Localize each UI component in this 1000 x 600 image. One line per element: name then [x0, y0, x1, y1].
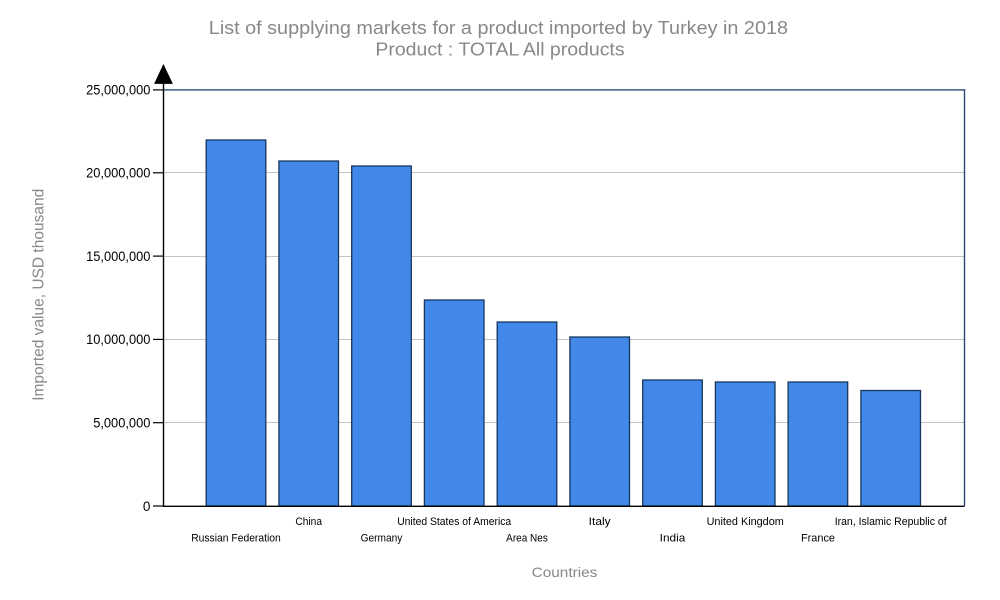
- svg-text:10,000,000: 10,000,000: [86, 332, 150, 347]
- svg-text:Imported value, USD thousand: Imported value, USD thousand: [31, 189, 48, 401]
- svg-text:15,000,000: 15,000,000: [86, 249, 150, 264]
- svg-text:Russian Federation: Russian Federation: [191, 533, 281, 545]
- svg-text:United Kingdom: United Kingdom: [707, 516, 784, 528]
- svg-text:25,000,000: 25,000,000: [86, 83, 150, 98]
- svg-text:France: France: [801, 533, 835, 545]
- svg-text:United States of America: United States of America: [397, 516, 512, 528]
- svg-text:20,000,000: 20,000,000: [86, 166, 150, 181]
- svg-text:Countries: Countries: [532, 564, 598, 580]
- svg-text:5,000,000: 5,000,000: [93, 416, 150, 431]
- svg-text:Area Nes: Area Nes: [506, 533, 548, 545]
- svg-text:List of supplying markets for: List of supplying markets for a product …: [209, 18, 788, 38]
- svg-text:India: India: [660, 533, 687, 545]
- svg-text:Iran, Islamic Republic of: Iran, Islamic Republic of: [835, 516, 948, 528]
- svg-text:Germany: Germany: [361, 533, 403, 545]
- svg-text:0: 0: [143, 499, 151, 514]
- svg-text:Product : TOTAL All products: Product : TOTAL All products: [375, 39, 624, 59]
- svg-text:China: China: [295, 516, 322, 528]
- svg-text:Italy: Italy: [589, 516, 612, 528]
